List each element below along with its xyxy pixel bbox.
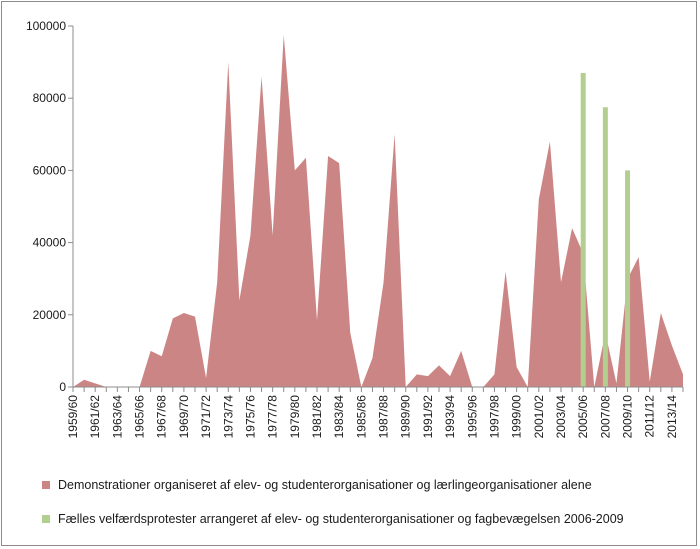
x-tick-label: 1989/90	[399, 395, 413, 439]
x-tick-label: 1993/94	[443, 395, 457, 439]
area-layer	[73, 35, 683, 387]
legend-entry-demonstrationer: Demonstrationer organiseret af elev- og …	[42, 478, 592, 492]
x-tick-label: 1963/64	[110, 395, 124, 439]
y-tick-label: 100000	[26, 19, 66, 33]
x-tick-label: 2005/06	[576, 395, 590, 439]
x-tick-label: 1961/62	[88, 395, 102, 439]
x-tick-label: 1995/96	[465, 395, 479, 439]
y-axis: 0 20000 40000 60000 80000 100000	[26, 19, 74, 394]
x-tick-label: 1959/60	[66, 395, 80, 439]
y-tick-label: 40000	[33, 236, 67, 250]
legend-entry-faelles-velfaerdsprotester: Fælles velfærdsprotester arrangeret af e…	[42, 512, 624, 526]
x-tick-label: 1967/68	[155, 395, 169, 439]
bar-2009/10	[625, 170, 631, 387]
x-tick-label: 2003/04	[554, 395, 568, 439]
y-tick-label: 20000	[33, 308, 67, 322]
area-series-demonstrationer	[73, 35, 683, 387]
x-tick-label: 1991/92	[421, 395, 435, 439]
legend-label-faelles: Fælles velfærdsprotester arrangeret af e…	[58, 512, 624, 526]
x-tick-label: 1973/74	[221, 395, 235, 439]
x-tick-label: 1971/72	[199, 395, 213, 439]
x-tick-label: 1965/66	[133, 395, 147, 439]
x-tick-label: 1997/98	[487, 395, 501, 439]
x-tick-label: 2001/02	[532, 395, 546, 439]
bar-2005/06	[580, 72, 586, 388]
x-tick-label: 2009/10	[621, 395, 635, 439]
x-tick-label: 1979/80	[288, 395, 302, 439]
legend-label-demonstrationer: Demonstrationer organiseret af elev- og …	[58, 478, 592, 492]
legend-swatch-faelles	[42, 515, 50, 523]
x-tick-label: 2007/08	[598, 395, 612, 439]
x-tick-label: 1975/76	[243, 395, 257, 439]
x-tick-label: 1981/82	[310, 395, 324, 439]
x-tick-label: 2013/14	[665, 395, 679, 439]
x-tick-label: 1987/88	[377, 395, 391, 439]
x-tick-label: 2011/12	[643, 395, 657, 438]
y-tick-label: 0	[59, 380, 66, 394]
bar-layer	[580, 72, 631, 388]
x-tick-label: 1977/78	[266, 395, 280, 439]
y-tick-label: 80000	[33, 91, 67, 105]
x-axis: 1959/60 1961/62 1963/64 1965/66 1967/68 1969/…	[66, 386, 684, 439]
x-tick-label: 1985/86	[354, 395, 368, 439]
x-tick-label: 1969/70	[177, 395, 191, 439]
y-tick-label: 60000	[33, 163, 67, 177]
x-tick-label: 1999/00	[510, 395, 524, 439]
bar-2007/08	[602, 107, 608, 387]
x-tick-label: 1983/84	[332, 395, 346, 439]
legend-swatch-demonstrationer	[42, 481, 50, 489]
